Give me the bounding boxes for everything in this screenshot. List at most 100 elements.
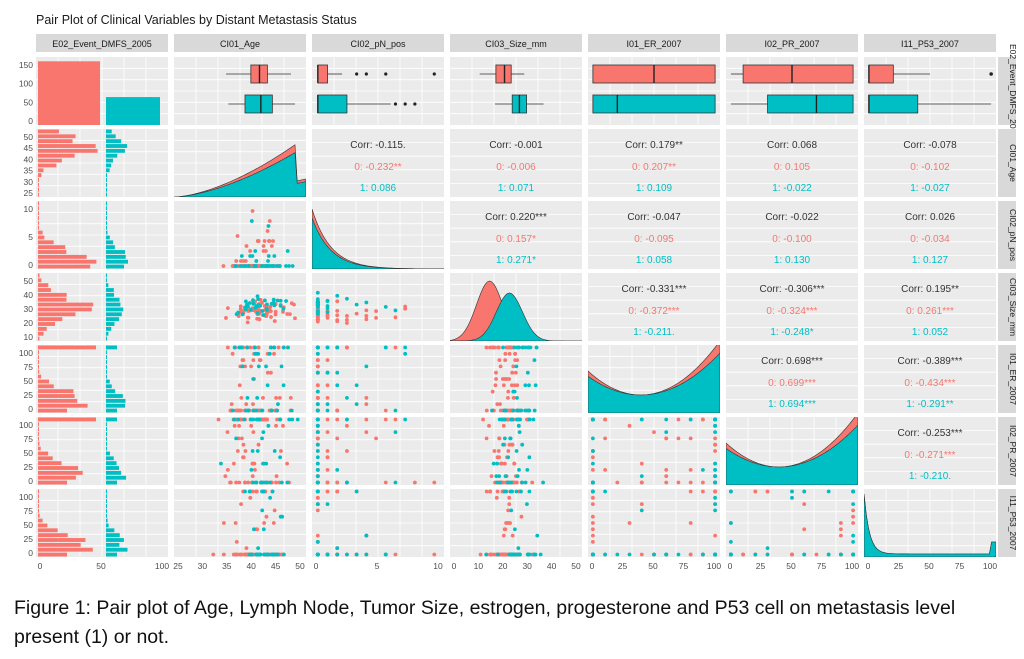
scatter-point xyxy=(497,358,502,363)
y-tick-label: 75 xyxy=(24,362,34,372)
scatter-point xyxy=(765,546,770,551)
scatter-point xyxy=(383,480,388,485)
panel-content xyxy=(174,57,306,125)
panel-content xyxy=(726,358,858,400)
hist-bar xyxy=(106,494,107,499)
hist-bar xyxy=(38,466,79,470)
scatter-point xyxy=(700,467,705,472)
scatter-point xyxy=(261,461,266,466)
scatter-point xyxy=(253,480,258,485)
scatter-point xyxy=(713,449,718,453)
scatter-point xyxy=(484,408,489,413)
box-outlier xyxy=(364,72,368,76)
hist-bar xyxy=(106,288,114,292)
scatter-point xyxy=(255,449,260,453)
y-tick-label: 50 xyxy=(24,97,34,107)
x-tick-label: 25 xyxy=(173,561,183,571)
corr-text: Corr: -0.078 xyxy=(903,140,957,151)
plot-title: Pair Plot of Clinical Variables by Dista… xyxy=(36,13,357,27)
x-tick-label: 0 xyxy=(38,561,43,571)
scatter-point xyxy=(531,417,536,422)
scatter-point xyxy=(383,345,388,350)
hist-bar xyxy=(38,288,51,292)
hist-bar xyxy=(106,394,123,398)
panel-content xyxy=(36,129,168,197)
panel-r2-c1 xyxy=(174,201,306,269)
scatter-point xyxy=(497,474,502,479)
scatter-point xyxy=(374,309,378,314)
scatter-point xyxy=(511,364,516,369)
panel-r6-c5 xyxy=(726,489,858,557)
hist-bar xyxy=(38,523,48,528)
scatter-point xyxy=(639,508,644,513)
scatter-point xyxy=(234,259,239,263)
panel-content xyxy=(864,358,996,400)
scatter-point xyxy=(249,552,254,557)
hist-bar xyxy=(106,432,107,436)
panel-content xyxy=(312,345,444,413)
panel-background xyxy=(312,129,444,197)
scatter-point xyxy=(615,552,620,557)
x-tick-label: 50 xyxy=(786,561,796,571)
scatter-point xyxy=(507,351,512,356)
panel-content xyxy=(588,489,720,557)
hist-bar xyxy=(106,230,108,235)
hist-bar xyxy=(106,129,112,134)
scatter-point xyxy=(271,521,276,525)
scatter-point xyxy=(269,370,273,375)
scatter-point xyxy=(236,310,241,315)
panel-content xyxy=(588,214,720,256)
scatter-point xyxy=(393,552,398,557)
scatter-point xyxy=(515,408,520,413)
corr-group0-text: 0: -0.232** xyxy=(354,162,401,173)
scatter-point xyxy=(728,521,733,525)
hist-bar xyxy=(106,350,107,355)
scatter-point xyxy=(664,436,669,441)
scatter-point xyxy=(253,345,257,350)
scatter-point xyxy=(525,502,529,507)
hist-bar xyxy=(106,384,112,389)
x-tick-label: 75 xyxy=(955,561,965,571)
scatter-point xyxy=(713,495,718,500)
hist-bar xyxy=(106,144,128,148)
scatter-point xyxy=(713,508,718,513)
hist-bar xyxy=(38,173,42,178)
scatter-point xyxy=(802,489,807,494)
scatter-point xyxy=(268,495,272,500)
scatter-point xyxy=(627,552,632,557)
scatter-point xyxy=(239,408,243,413)
scatter-point xyxy=(503,489,508,494)
scatter-point xyxy=(250,449,255,453)
hist-bar xyxy=(38,504,39,508)
hist-bar xyxy=(106,508,107,513)
panel-r1-c4: Corr: 0.179** 0: 0.207** 1: 0.109 xyxy=(588,129,720,197)
panel-r5-c1 xyxy=(174,417,306,485)
scatter-point xyxy=(512,527,517,532)
scatter-point xyxy=(335,383,340,388)
panel-r2-c3: Corr: 0.220*** 0: 0.157* 1: 0.271* xyxy=(450,201,582,269)
hist-bar xyxy=(38,250,67,254)
corr-text: Corr: -0.115. xyxy=(350,140,405,151)
scatter-point xyxy=(506,455,511,460)
hist-bar xyxy=(106,355,107,360)
scatter-point xyxy=(268,480,272,485)
scatter-point xyxy=(639,502,644,507)
scatter-point xyxy=(354,383,359,388)
scatter-point xyxy=(263,249,268,253)
y-tick-label: 45 xyxy=(24,143,34,153)
scatter-point xyxy=(225,430,230,435)
column-strip xyxy=(36,34,168,52)
hist-bar xyxy=(38,379,50,384)
panel-r3-c0 xyxy=(36,273,168,341)
panel-r1-c6: Corr: -0.078 0: -0.102 1: -0.027 xyxy=(864,129,996,197)
panel-r5-c0 xyxy=(36,417,168,485)
panel-content xyxy=(450,57,582,125)
scatter-point xyxy=(248,249,253,253)
hist-bar xyxy=(38,206,39,211)
panel-background xyxy=(588,129,720,197)
scatter-point xyxy=(244,244,249,248)
scatter-point xyxy=(494,370,498,375)
scatter-point xyxy=(790,552,794,557)
hist-bar xyxy=(106,225,107,230)
scatter-point xyxy=(325,383,330,388)
